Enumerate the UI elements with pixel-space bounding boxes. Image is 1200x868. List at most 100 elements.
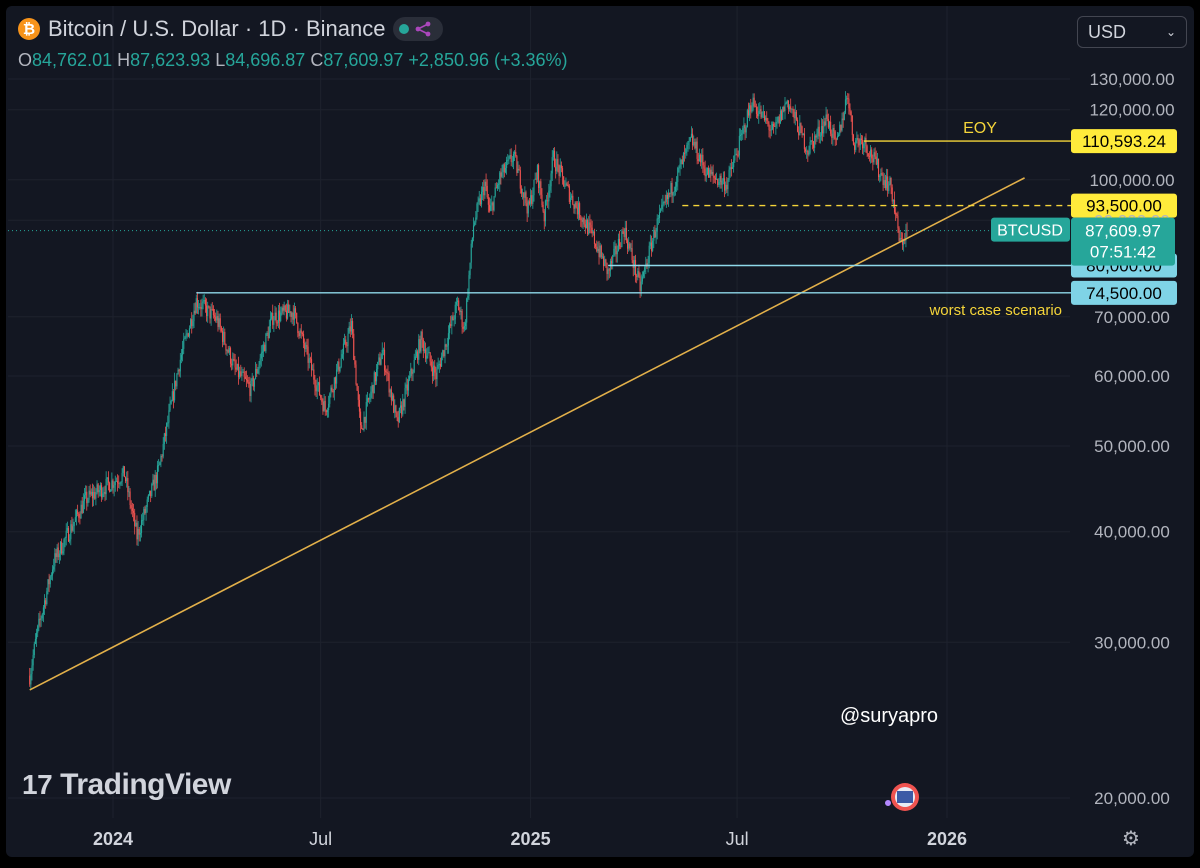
- candle-body: [449, 324, 451, 334]
- candle-body: [96, 484, 98, 493]
- candle-body: [305, 345, 307, 350]
- candle-body: [390, 389, 392, 401]
- candle-body: [368, 398, 370, 400]
- candle-body: [564, 186, 566, 187]
- candle-body: [706, 167, 708, 175]
- candle-body: [617, 238, 619, 251]
- candle-body: [430, 361, 432, 368]
- candle-body: [32, 655, 34, 666]
- candle-body: [387, 373, 389, 375]
- candle-body: [526, 203, 528, 214]
- candle-body: [221, 330, 224, 342]
- candle-body: [159, 462, 161, 466]
- candle-body: [560, 165, 562, 169]
- candle-body: [257, 369, 259, 374]
- candle-body: [713, 175, 715, 178]
- candle-body: [260, 352, 262, 359]
- candle-body: [880, 173, 882, 177]
- market-status-icon[interactable]: [393, 17, 444, 41]
- candle-body: [730, 167, 732, 169]
- candle-body: [852, 134, 854, 145]
- low-value: 84,696.87: [225, 50, 306, 70]
- candle-body: [425, 349, 427, 359]
- candle-body: [325, 410, 327, 413]
- candle-body: [241, 372, 243, 376]
- candle-body: [280, 312, 282, 321]
- candle-body: [38, 618, 40, 626]
- candle-body: [30, 674, 32, 685]
- candle-body: [203, 299, 205, 302]
- candle-body: [82, 500, 84, 513]
- candle-body: [849, 108, 851, 112]
- candle-body: [123, 466, 125, 478]
- candle-body: [126, 478, 128, 482]
- candle-body: [476, 204, 478, 218]
- candle-body: [467, 296, 469, 299]
- candle-body: [268, 326, 270, 339]
- candle-body: [88, 490, 90, 500]
- candle-body: [548, 190, 550, 202]
- price-level-box: [1071, 193, 1177, 218]
- candle-body: [555, 166, 557, 172]
- candle-body: [648, 245, 650, 263]
- settings-icon[interactable]: ⚙: [1122, 828, 1140, 850]
- candle-body: [244, 376, 246, 379]
- symbol-legend[interactable]: ₿ Bitcoin / U.S. Dollar · 1D · Binance: [18, 16, 444, 42]
- candle-body: [256, 368, 258, 374]
- candle-body: [155, 474, 157, 484]
- candle-body: [776, 121, 778, 123]
- currency-select[interactable]: USD ⌄: [1077, 16, 1187, 48]
- candle-body: [874, 152, 876, 157]
- candle-body: [613, 248, 615, 256]
- candle-body: [363, 417, 365, 430]
- candle-body: [485, 181, 487, 186]
- candle-body: [644, 267, 646, 272]
- candle-body: [557, 159, 559, 166]
- candle-body: [743, 125, 745, 129]
- candle-body: [171, 391, 173, 402]
- candle-body: [388, 373, 390, 393]
- candle-body: [71, 524, 73, 531]
- candle-body: [665, 194, 667, 202]
- candle-body: [536, 165, 538, 180]
- candle-body: [866, 146, 868, 154]
- candle-body: [248, 381, 250, 385]
- candle-body: [267, 332, 269, 339]
- candle-body: [66, 528, 68, 531]
- candle-body: [410, 368, 412, 377]
- candle-body: [334, 377, 337, 384]
- candle-body: [281, 307, 283, 313]
- current-price-value: 87,609.97: [1085, 222, 1161, 241]
- candle-body: [608, 269, 610, 271]
- candle-body: [393, 395, 395, 413]
- candle-body: [180, 354, 183, 360]
- candle-body: [282, 307, 284, 311]
- candle-body: [720, 175, 722, 185]
- candle-body: [650, 242, 653, 251]
- candle-body: [647, 262, 649, 267]
- candle-body: [228, 348, 230, 353]
- candle-body: [652, 240, 654, 251]
- candle-body: [565, 183, 567, 187]
- candle-body: [582, 217, 584, 222]
- candle-body: [371, 385, 373, 392]
- candle-body: [628, 243, 630, 249]
- candle-body: [186, 333, 188, 335]
- candle-body: [314, 379, 316, 388]
- candle-body: [566, 183, 568, 185]
- candle-body: [868, 156, 870, 157]
- candle-body: [676, 181, 678, 187]
- candle-body: [822, 126, 824, 134]
- candle-body: [370, 391, 372, 398]
- candle-body: [236, 363, 238, 370]
- candle-body: [855, 140, 857, 150]
- candle-body: [543, 211, 545, 222]
- tradingview-logo[interactable]: 17 TradingView: [22, 768, 231, 802]
- candle-body: [330, 387, 332, 394]
- worst-case-annotation: worst case scenario: [928, 302, 1062, 319]
- candle-body: [120, 481, 122, 484]
- candle-body: [264, 344, 266, 352]
- candle-body: [587, 220, 589, 235]
- candle-body: [549, 186, 551, 191]
